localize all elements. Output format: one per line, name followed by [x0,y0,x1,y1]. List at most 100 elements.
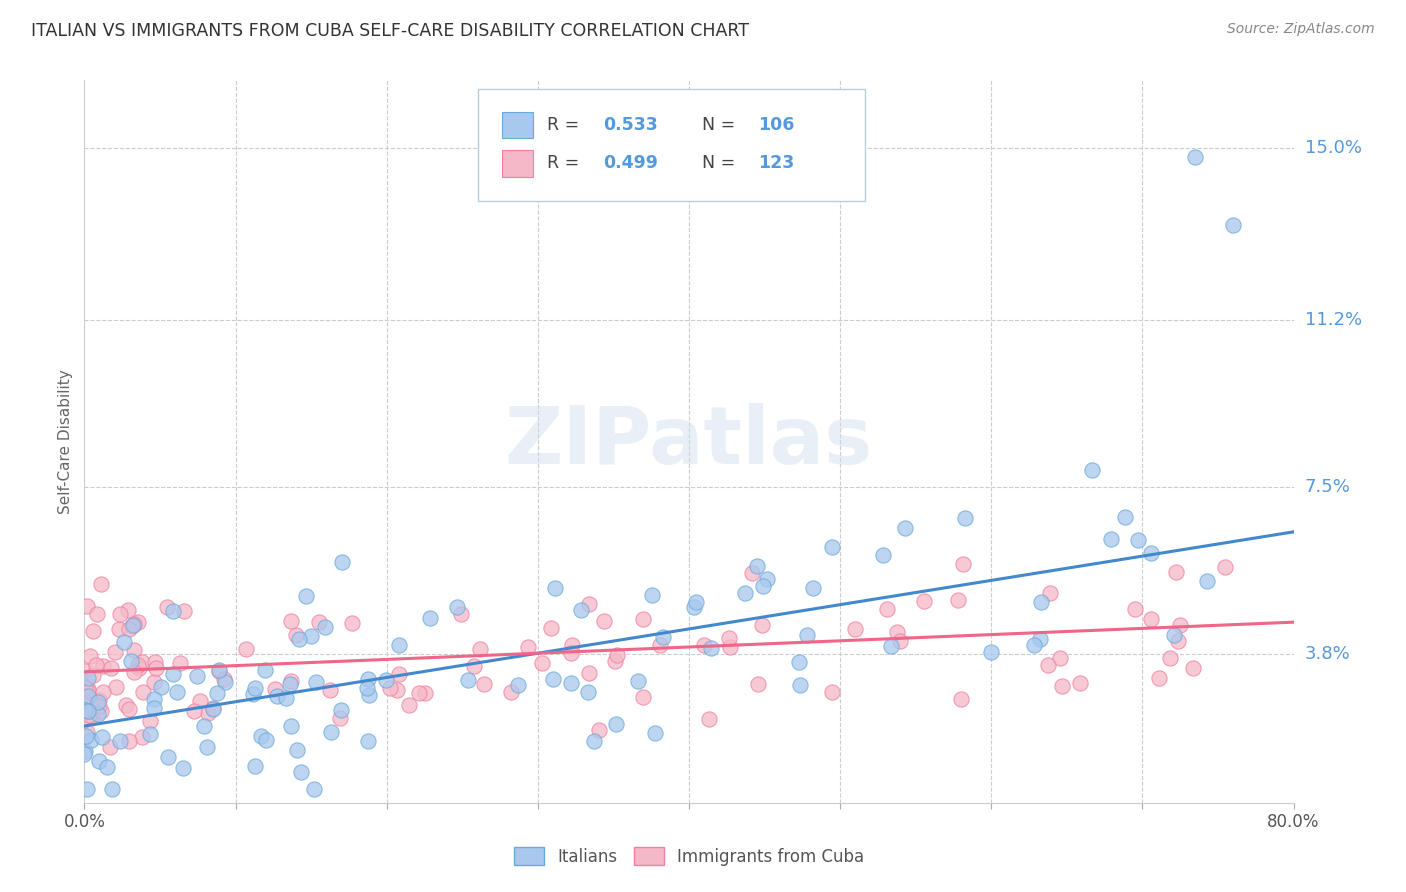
Point [75,697,97,711]
Point [143,675,166,690]
Point [285,628,308,642]
Point [77,681,100,696]
Point [120,654,142,668]
Point [651,630,673,644]
Text: ITALIAN VS IMMIGRANTS FROM CUBA SELF-CARE DISABILITY CORRELATION CHART: ITALIAN VS IMMIGRANTS FROM CUBA SELF-CAR… [31,22,749,40]
Point [110,734,132,748]
Point [1168,618,1191,632]
Point [576,684,599,698]
Point [1140,612,1163,626]
Point [894,521,917,535]
Point [319,682,342,697]
Point [114,698,136,712]
Point [582,734,605,748]
Point [741,566,763,580]
Point [75,729,97,743]
Point [305,674,328,689]
Point [73,747,96,761]
Point [578,597,600,611]
Point [588,723,610,737]
Point [380,681,402,696]
Point [561,638,583,652]
Point [132,685,155,699]
Point [463,659,485,673]
Point [100,782,122,797]
Point [470,642,492,657]
Point [872,548,894,562]
Point [1222,218,1244,232]
Point [173,604,195,618]
Point [1167,633,1189,648]
Point [1031,595,1053,609]
Point [73,744,96,758]
Point [530,656,553,670]
Point [73,664,96,678]
Point [685,594,707,608]
Point [319,725,342,739]
Point [1195,574,1218,589]
Point [751,617,773,632]
Point [77,689,100,703]
Point [90,704,112,718]
Point [357,672,380,686]
Point [517,640,540,655]
Point [1123,602,1146,616]
Point [169,656,191,670]
Point [86,607,108,621]
Point [91,659,114,673]
Point [880,640,903,654]
Text: N =: N = [702,116,741,134]
Point [162,666,184,681]
Point [946,593,969,607]
Point [205,686,228,700]
Point [356,734,378,748]
Point [143,655,166,669]
Legend: Italians, Immigrants from Cuba: Italians, Immigrants from Cuba [505,839,873,874]
Point [789,678,811,692]
Point [73,674,96,689]
Point [82,668,104,682]
Point [274,691,297,706]
Point [356,681,378,695]
Point [105,680,128,694]
Point [87,699,110,714]
Point [108,622,131,636]
Point [560,675,582,690]
Point [243,759,266,773]
Point [139,714,162,728]
Point [605,716,627,731]
Point [264,681,287,696]
Text: R =: R = [547,116,585,134]
Point [560,646,582,660]
Point [108,607,131,621]
Point [952,557,974,571]
Point [87,694,110,708]
Text: 0.533: 0.533 [603,116,658,134]
Point [1126,533,1149,547]
Point [886,624,908,639]
Point [76,704,98,718]
Point [128,661,150,675]
Point [82,624,104,638]
Point [285,743,308,757]
Point [1213,560,1236,574]
Point [131,655,153,669]
Point [717,631,740,645]
Point [314,620,336,634]
Point [359,688,381,702]
Point [541,672,564,686]
Point [208,664,231,678]
Point [287,632,309,647]
Point [73,713,96,727]
Point [1159,650,1181,665]
Point [143,701,166,715]
Point [79,648,101,663]
Point [1099,533,1122,547]
Point [569,603,592,617]
Point [820,540,842,554]
Point [627,674,650,689]
Point [1166,565,1188,579]
Point [631,690,654,704]
Point [699,712,721,726]
Point [122,617,145,632]
